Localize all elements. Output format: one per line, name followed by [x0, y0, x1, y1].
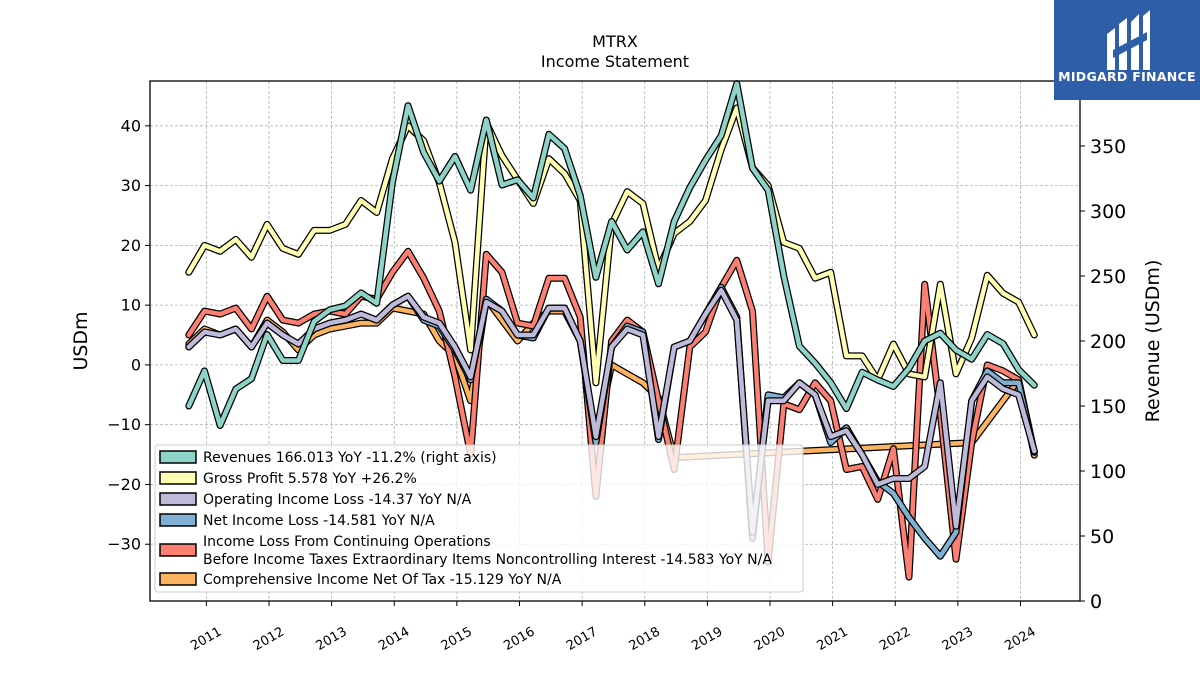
legend-swatch-comprehensive-income [159, 572, 197, 586]
tick-label-right: 250 [1090, 266, 1126, 288]
tick-label-left: 40 [121, 116, 141, 135]
tick-label-left: 0 [131, 355, 141, 374]
tick-label-left: 10 [121, 296, 141, 315]
logo-text: MIDGARD FINANCE [1058, 69, 1196, 84]
tick-label-right: 150 [1090, 396, 1126, 418]
tick-label-right: 0 [1090, 591, 1102, 613]
legend-swatch-operating-income-loss [159, 492, 197, 506]
tick-label-right: 300 [1090, 201, 1126, 223]
legend-label-comprehensive-income: Comprehensive Income Net Of Tax -15.129 … [203, 572, 562, 588]
legend-label-net-income-loss: Net Income Loss -14.581 YoY N/A [203, 513, 435, 529]
tick-label-right: 350 [1090, 136, 1126, 158]
legend-box [154, 444, 804, 593]
y-axis-label-right: Revenue (USDm) [1142, 260, 1164, 423]
legend-label-operating-income-loss: Operating Income Loss -14.37 YoY N/A [203, 492, 472, 508]
series-line-revenues [186, 81, 1037, 428]
tick-label-right: 50 [1090, 526, 1114, 548]
tick-label-right: 100 [1090, 461, 1126, 483]
tick-label-right: 200 [1090, 331, 1126, 353]
legend: Revenues 166.013 YoY -11.2% (right axis)… [154, 444, 804, 593]
y-axis-label-left: USDm [70, 311, 92, 370]
legend-label-revenues: Revenues 166.013 YoY -11.2% (right axis) [203, 450, 497, 466]
legend-label-pretax-income-line1: Income Loss From Continuing Operations [203, 534, 491, 550]
legend-swatch-pretax-income [159, 543, 197, 557]
series-lines [185, 80, 1038, 581]
series-line-operating-income-loss [186, 287, 1037, 535]
midgard-finance-logo: MIDGARD FINANCE [1054, 0, 1200, 100]
legend-swatch-net-income-loss [159, 513, 197, 527]
tick-label-left: 20 [121, 236, 141, 255]
legend-label-gross-profit: Gross Profit 5.578 YoY +26.2% [203, 471, 417, 487]
chart-title: MTRX [592, 32, 638, 51]
tick-label-left: −30 [107, 535, 141, 554]
legend-swatch-revenues [159, 450, 197, 464]
legend-label-pretax-income-line2: Before Income Taxes Extraordinary Items … [203, 552, 772, 568]
tick-label-left: −20 [107, 475, 141, 494]
chart-subtitle: Income Statement [541, 52, 689, 71]
tick-label-left: 30 [121, 176, 141, 195]
legend-swatch-gross-profit [159, 471, 197, 485]
logo-mark-icon [1107, 10, 1150, 70]
tick-label-left: −10 [107, 415, 141, 434]
